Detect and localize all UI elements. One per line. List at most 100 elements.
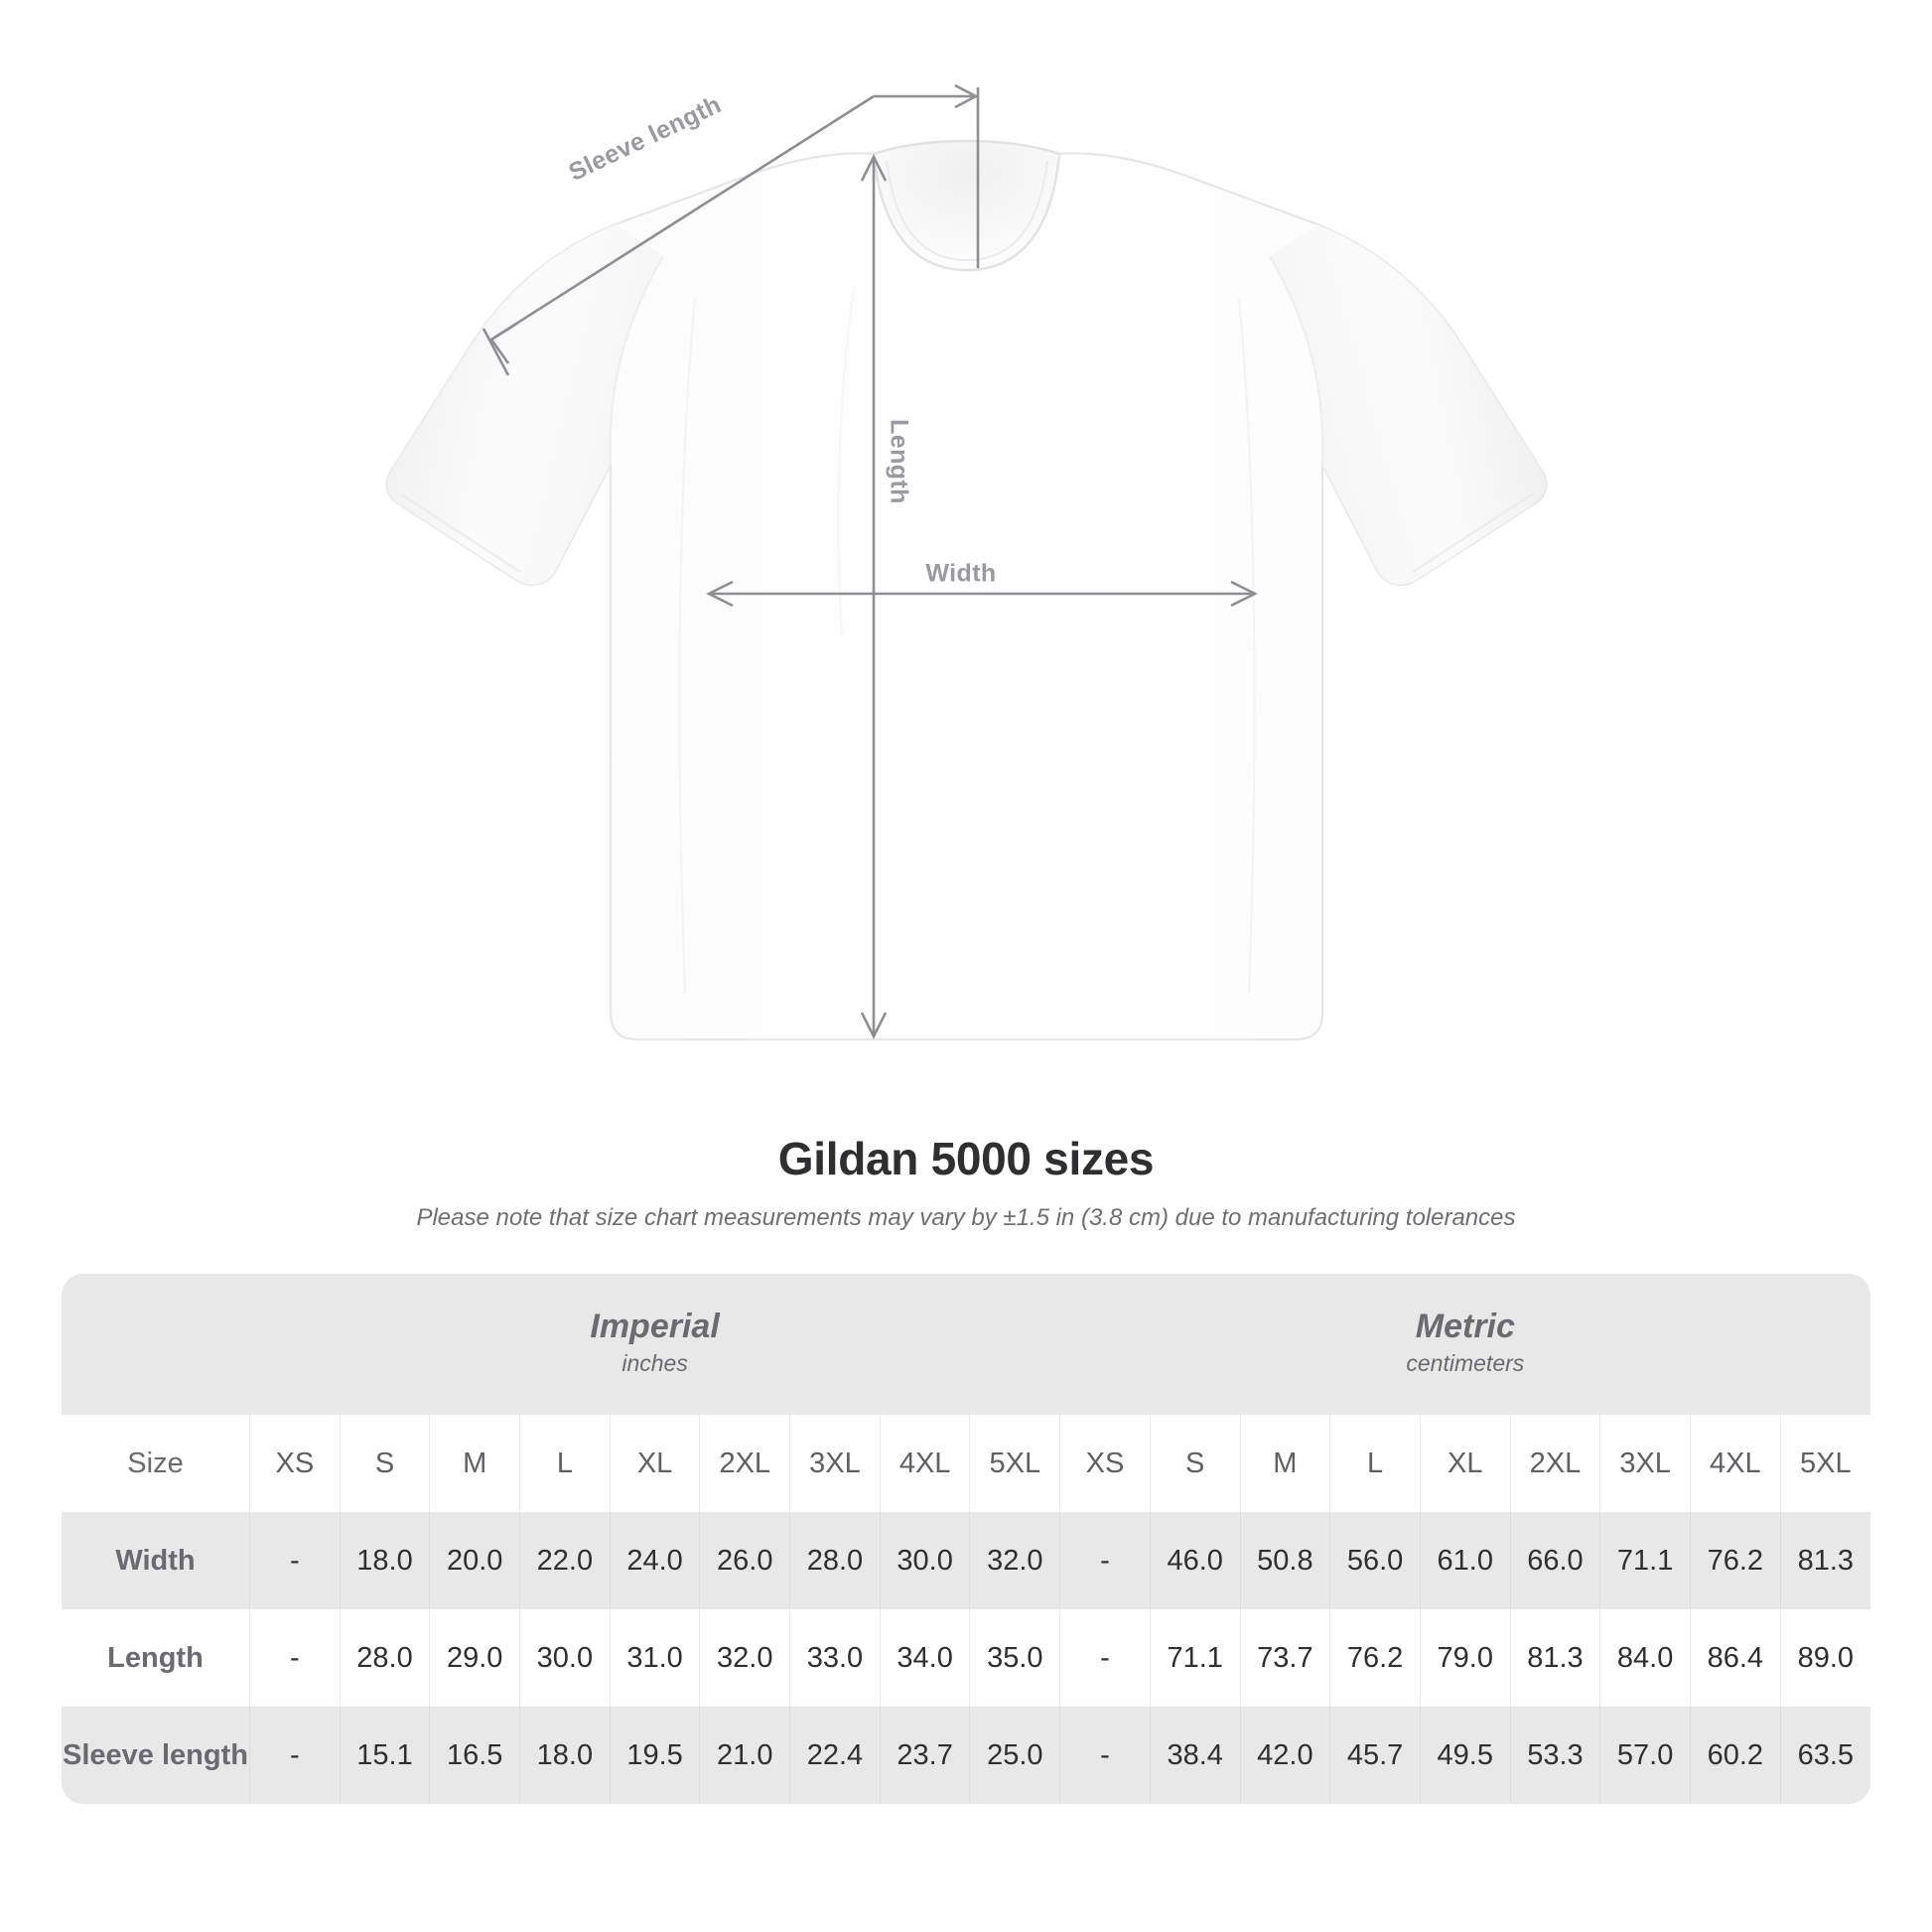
- cell-imperial-4: 24.0: [609, 1512, 700, 1609]
- width-arrow-icon: [706, 580, 1258, 608]
- cell-metric-3: 76.2: [1329, 1609, 1421, 1707]
- cell-metric-2: 73.7: [1239, 1609, 1330, 1707]
- cell-imperial-5: 26.0: [699, 1512, 790, 1609]
- size-header-cell-5xl: 5XL: [1779, 1415, 1870, 1512]
- cell-imperial-3: 18.0: [519, 1707, 611, 1804]
- sleeve-length-arrow-icon: [482, 83, 980, 376]
- cell-metric-7: 86.4: [1689, 1609, 1781, 1707]
- table-row: Width -18.0 20.0 22.0 24.0 26.0 28.0 30.0 32.0-4…: [62, 1512, 1870, 1609]
- size-header-cell-4xl: 4XL: [1689, 1415, 1781, 1512]
- cell-metric-8: 89.0: [1779, 1609, 1870, 1707]
- page-title: Gildan 5000 sizes: [777, 1133, 1155, 1184]
- size-header-cell-xs: XS: [248, 1415, 341, 1512]
- tshirt-front-icon: [385, 83, 1548, 1041]
- cell-metric-8: 63.5: [1779, 1707, 1870, 1804]
- cell-imperial-7: 30.0: [879, 1512, 970, 1609]
- cell-metric-4: 49.5: [1419, 1707, 1511, 1804]
- cell-imperial-0: -: [248, 1512, 341, 1609]
- cell-imperial-3: 30.0: [519, 1609, 611, 1707]
- cell-imperial-1: 15.1: [339, 1707, 430, 1804]
- tolerance-note: Please note that size chart measurements…: [416, 1204, 1516, 1232]
- cell-imperial-4: 19.5: [609, 1707, 700, 1804]
- cell-metric-3: 56.0: [1329, 1512, 1421, 1609]
- cell-imperial-4: 31.0: [609, 1609, 700, 1707]
- cell-metric-1: 71.1: [1149, 1609, 1241, 1707]
- cell-metric-7: 76.2: [1689, 1512, 1781, 1609]
- cell-metric-2: 50.8: [1239, 1512, 1330, 1609]
- cell-metric-8: 81.3: [1779, 1512, 1870, 1609]
- size-header-cell-l: L: [519, 1415, 611, 1512]
- table-row: Length -28.0 29.0 30.0 31.0 32.0 33.0 34.0 35.0-…: [62, 1609, 1870, 1707]
- cell-imperial-3: 22.0: [519, 1512, 611, 1609]
- length-dimension-label: Length: [885, 419, 913, 504]
- cell-imperial-8: 32.0: [969, 1512, 1060, 1609]
- size-chart-table: Imperial inches Metric centimeters Size XS S M L…: [62, 1274, 1870, 1804]
- cell-metric-5: 66.0: [1509, 1512, 1600, 1609]
- cell-metric-2: 42.0: [1239, 1707, 1330, 1804]
- unit-group-subtitle: inches: [621, 1350, 688, 1377]
- cell-imperial-5: 32.0: [699, 1609, 790, 1707]
- cell-imperial-6: 33.0: [789, 1609, 881, 1707]
- cell-imperial-6: 22.4: [789, 1707, 881, 1804]
- cell-imperial-1: 18.0: [339, 1512, 430, 1609]
- cell-metric-1: 38.4: [1149, 1707, 1241, 1804]
- tshirt-measurement-diagram: Sleeve length Length Width: [385, 83, 1548, 1041]
- cell-imperial-8: 25.0: [969, 1707, 1060, 1804]
- cell-imperial-6: 28.0: [789, 1512, 881, 1609]
- size-header-cell-5xl: 5XL: [969, 1415, 1060, 1512]
- cell-metric-0: -: [1059, 1609, 1151, 1707]
- size-column-header: Size: [62, 1415, 250, 1512]
- cell-metric-4: 79.0: [1419, 1609, 1511, 1707]
- size-header-cell-l: L: [1329, 1415, 1421, 1512]
- cell-imperial-1: 28.0: [339, 1609, 430, 1707]
- size-header-cell-2xl: 2XL: [1509, 1415, 1600, 1512]
- size-chart-table-container: Imperial inches Metric centimeters Size XS S M L…: [62, 1274, 1870, 1804]
- unit-header-spacer: [62, 1274, 250, 1415]
- size-header-cell-xl: XL: [1419, 1415, 1511, 1512]
- cell-metric-0: -: [1059, 1707, 1151, 1804]
- unit-group-name: Imperial: [590, 1308, 720, 1346]
- chart-heading-block: Gildan 5000 sizes Please note that size …: [0, 1132, 1932, 1233]
- measurement-row-label: Length: [62, 1609, 250, 1707]
- table-row: Sleeve length -15.1 16.5 18.0 19.5 21.0 22.4 23…: [62, 1707, 1870, 1804]
- size-header-cell-3xl: 3XL: [1599, 1415, 1691, 1512]
- tshirt-shape: [385, 139, 1548, 1041]
- measurement-row-label: Sleeve length: [62, 1707, 250, 1804]
- size-header-cell-m: M: [429, 1415, 520, 1512]
- cell-metric-4: 61.0: [1419, 1512, 1511, 1609]
- cell-metric-5: 81.3: [1509, 1609, 1600, 1707]
- cell-metric-3: 45.7: [1329, 1707, 1421, 1804]
- unit-group-metric: Metric centimeters: [1059, 1274, 1870, 1415]
- size-header-cell-xl: XL: [609, 1415, 700, 1512]
- cell-imperial-5: 21.0: [699, 1707, 790, 1804]
- size-header-row: Size XS S M L XL 2XL 3XL 4XL 5XL XS S M L XL 2XL 3XL 4XL 5…: [62, 1415, 1870, 1512]
- cell-metric-6: 57.0: [1599, 1707, 1691, 1804]
- cell-imperial-2: 16.5: [429, 1707, 520, 1804]
- cell-imperial-8: 35.0: [969, 1609, 1060, 1707]
- size-header-cell-2xl: 2XL: [699, 1415, 790, 1512]
- cell-metric-7: 60.2: [1689, 1707, 1781, 1804]
- cell-metric-5: 53.3: [1509, 1707, 1600, 1804]
- size-header-cell-s: S: [1149, 1415, 1241, 1512]
- cell-imperial-7: 23.7: [879, 1707, 970, 1804]
- unit-group-name: Metric: [1415, 1308, 1515, 1346]
- unit-group-subtitle: centimeters: [1406, 1350, 1525, 1377]
- size-header-cell-4xl: 4XL: [879, 1415, 970, 1512]
- cell-metric-0: -: [1059, 1512, 1151, 1609]
- measurement-row-label: Width: [62, 1512, 250, 1609]
- size-header-cell-xs: XS: [1059, 1415, 1151, 1512]
- width-dimension-label: Width: [925, 559, 997, 588]
- size-header-cell-m: M: [1239, 1415, 1330, 1512]
- size-header-cell-3xl: 3XL: [789, 1415, 881, 1512]
- unit-group-imperial: Imperial inches: [249, 1274, 1060, 1415]
- cell-metric-1: 46.0: [1149, 1512, 1241, 1609]
- size-header-cell-s: S: [339, 1415, 430, 1512]
- cell-imperial-0: -: [248, 1609, 341, 1707]
- cell-imperial-2: 29.0: [429, 1609, 520, 1707]
- cell-imperial-7: 34.0: [879, 1609, 970, 1707]
- cell-imperial-0: -: [248, 1707, 341, 1804]
- length-arrow-icon: [860, 154, 888, 1039]
- cell-metric-6: 71.1: [1599, 1512, 1691, 1609]
- cell-imperial-2: 20.0: [429, 1512, 520, 1609]
- unit-group-header-row: Imperial inches Metric centimeters: [62, 1274, 1870, 1415]
